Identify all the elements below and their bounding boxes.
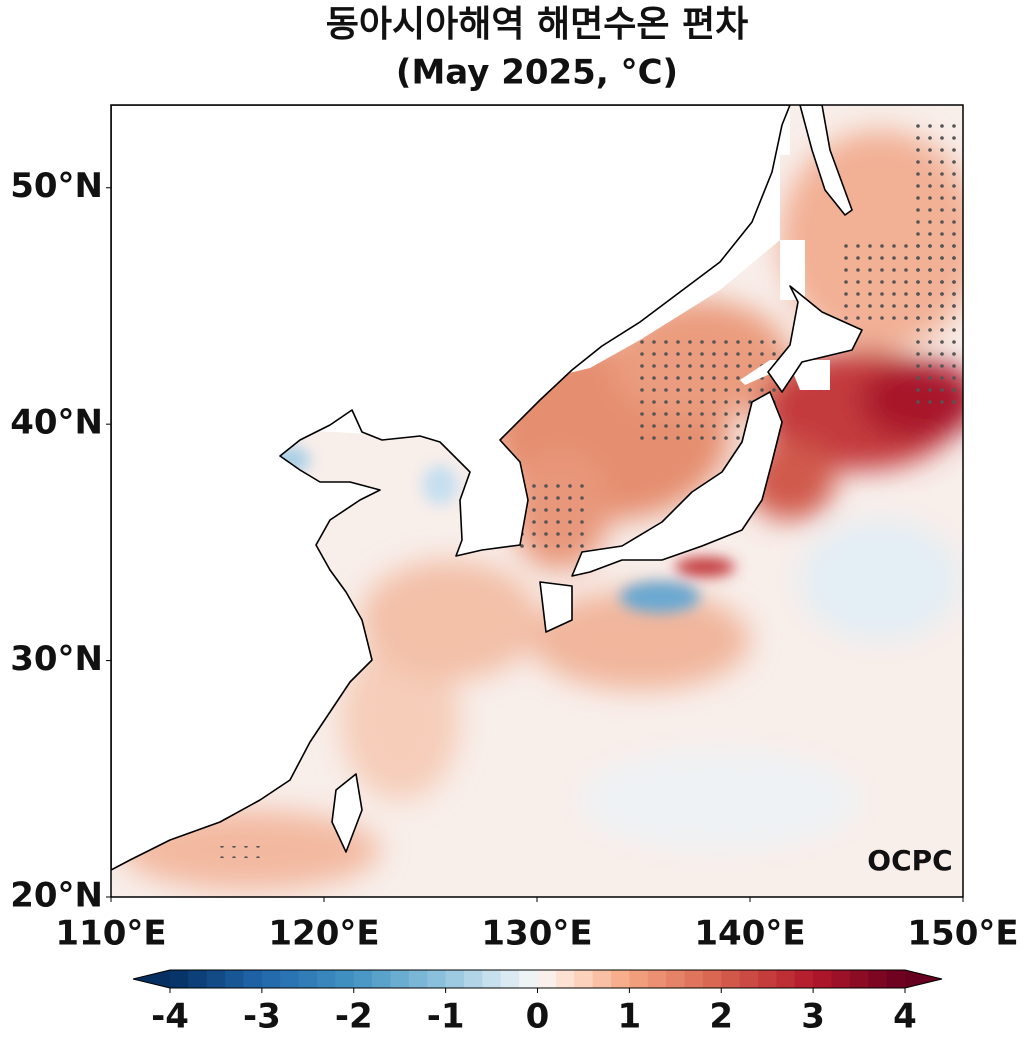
x-tick-label: 130°E (481, 914, 592, 954)
colorbar-segment (868, 970, 888, 988)
colorbar-segment (390, 970, 410, 988)
colorbar-segment (335, 970, 355, 988)
hokkaido (767, 285, 863, 393)
colorbar-segment (500, 970, 520, 988)
colorbar-segment (372, 970, 391, 988)
colorbar-segment (702, 970, 722, 988)
colorbar-tick-label: -1 (427, 997, 465, 1037)
colorbar-segment (684, 970, 704, 988)
x-tick-label: 120°E (268, 914, 379, 954)
colorbar-tick-label: 1 (618, 997, 642, 1037)
sst-field (111, 105, 963, 897)
colorbar-extend (905, 970, 942, 988)
subtitle: (May 2025, °C) (396, 53, 678, 93)
colorbar-segment (813, 970, 832, 988)
colorbar-tick-label: -4 (151, 997, 189, 1037)
colorbar-segment (721, 970, 741, 988)
colorbar-tick-label: -3 (243, 997, 281, 1037)
colorbar-tick-label: 0 (526, 997, 550, 1037)
colorbar-tick-label: 2 (709, 997, 733, 1037)
colorbar-segment (794, 970, 814, 988)
colorbar-segment (408, 970, 428, 988)
colorbar-segment (519, 970, 538, 988)
colorbar-tick-label: 4 (893, 997, 917, 1037)
colorbar-segment (188, 970, 208, 988)
colorbar-segment (243, 970, 263, 988)
logo: OCPC (867, 844, 952, 877)
colorbar-segment (592, 970, 612, 988)
colorbar-segment (261, 970, 281, 988)
colorbar-tick-label: 3 (801, 997, 825, 1037)
colorbar-segment (831, 970, 851, 988)
colorbar-segment (629, 970, 649, 988)
y-tick-label: 30°N (10, 639, 103, 679)
colorbar-segment (445, 970, 465, 988)
colorbar-segment (317, 970, 336, 988)
y-tick-label: 20°N (10, 876, 103, 916)
taiwan (331, 773, 363, 853)
colorbar-segment (537, 970, 557, 988)
x-tick-label: 150°E (907, 914, 1018, 954)
colorbar-segment (206, 970, 226, 988)
colorbar-segment (464, 970, 483, 988)
colorbar-segment (298, 970, 318, 988)
colorbar-segment (666, 970, 685, 988)
colorbar-segment (353, 970, 373, 988)
russia-east (799, 105, 853, 216)
colorbar-segment (739, 970, 759, 988)
colorbar-segment (574, 970, 594, 988)
y-tick-label: 40°N (10, 403, 103, 443)
colorbar-extend (133, 970, 170, 988)
colorbar-segment (886, 970, 906, 988)
mainland (111, 105, 791, 871)
colorbar-segment (647, 970, 667, 988)
colorbar-segment (555, 970, 575, 988)
x-tick-label: 110°E (55, 914, 166, 954)
colorbar-segment (170, 970, 189, 988)
colorbar-tick-label: -2 (335, 997, 373, 1037)
colorbar-segment (776, 970, 796, 988)
y-tick-label: 50°N (10, 166, 103, 206)
honshu (571, 391, 783, 577)
colorbar-segment (849, 970, 869, 988)
colorbar-segment (280, 970, 300, 988)
x-tick-label: 140°E (694, 914, 805, 954)
colorbar-segment (482, 970, 502, 988)
colorbar-segment (427, 970, 447, 988)
title: 동아시아해역 해면수온 편차 (326, 4, 749, 45)
colorbar-segment (225, 970, 244, 988)
kyushu (539, 581, 573, 633)
colorbar-segment (758, 970, 777, 988)
colorbar-segment (611, 970, 630, 988)
